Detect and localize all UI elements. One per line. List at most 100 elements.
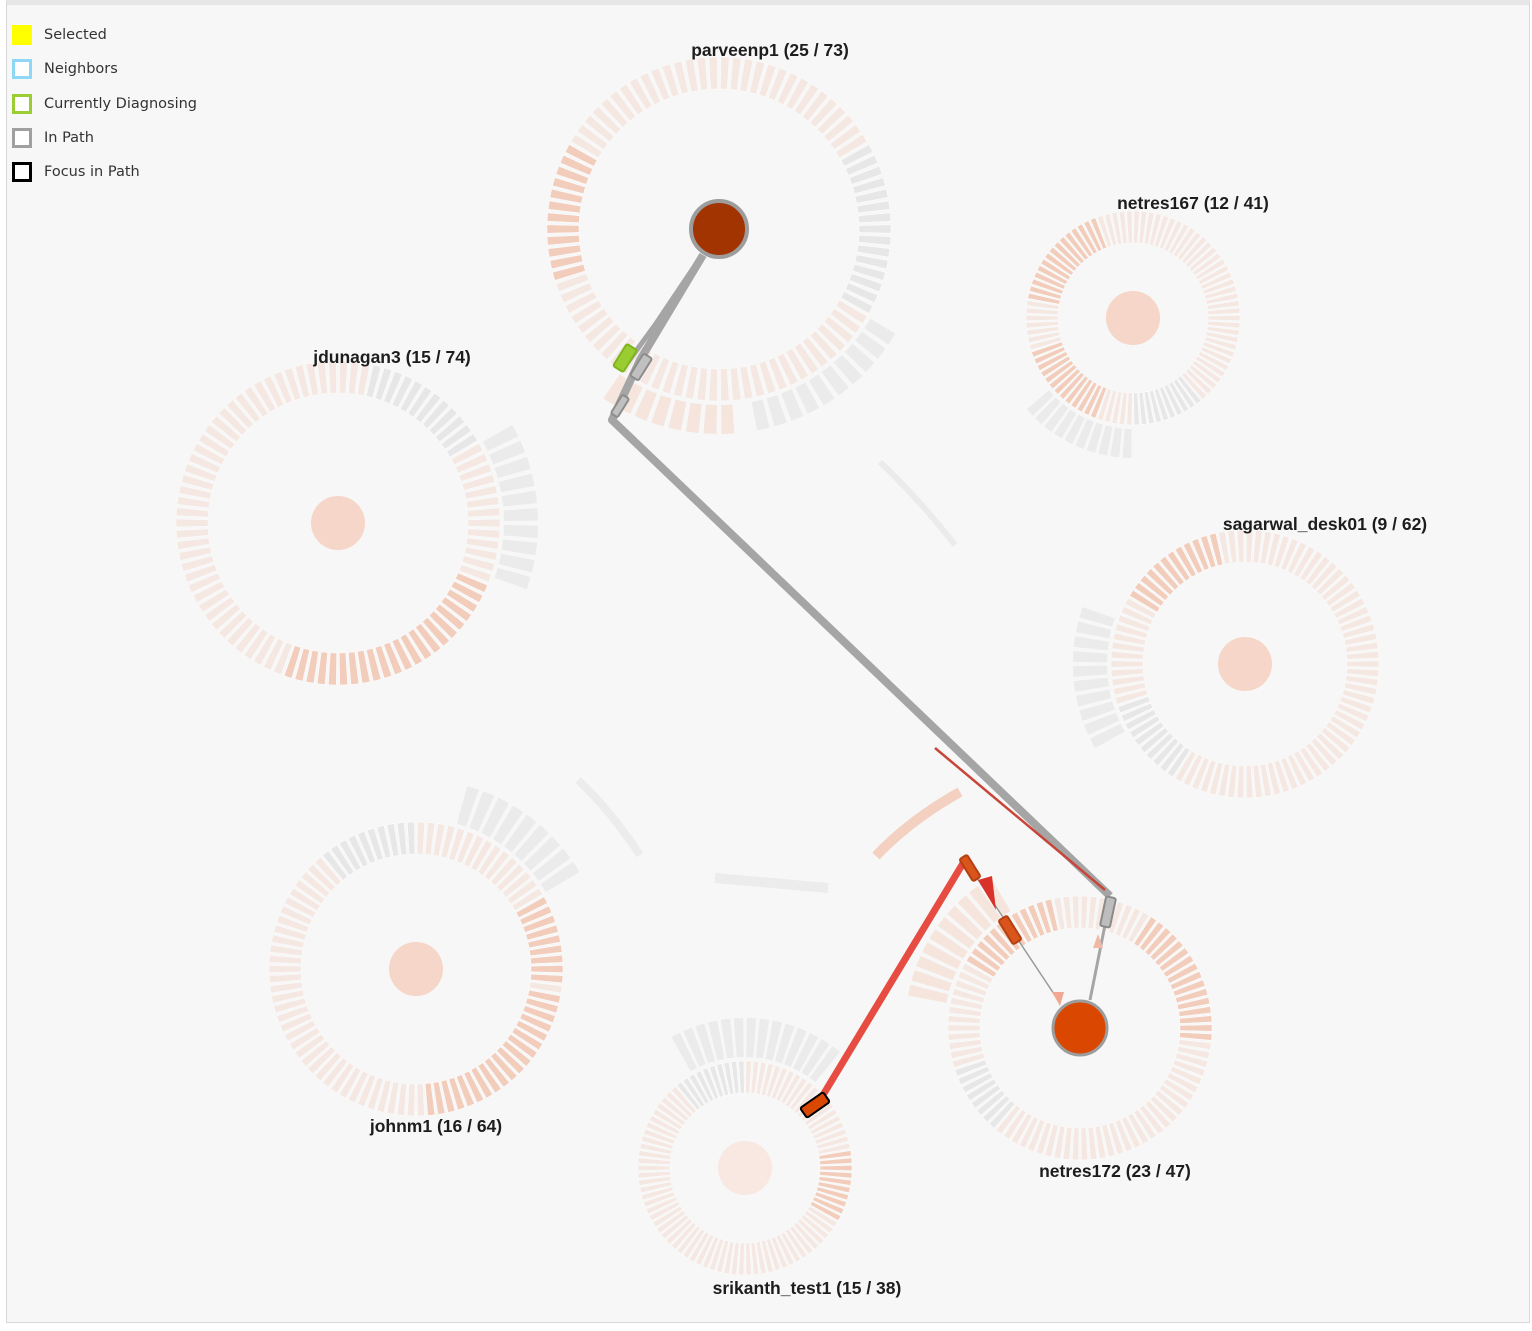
ring-segment xyxy=(1168,381,1190,413)
ring-segment xyxy=(758,360,777,395)
outer-ring-segment xyxy=(695,1023,715,1064)
ring-segment xyxy=(849,165,883,185)
ring-segment xyxy=(484,850,510,881)
currently-diagnosing-marker xyxy=(612,343,638,373)
outer-ring-segment xyxy=(844,343,875,373)
ring-segment xyxy=(802,90,829,122)
ring-segment xyxy=(559,154,593,176)
ring-segment xyxy=(564,144,598,167)
ring-segment xyxy=(1031,341,1064,358)
legend-item-in-path: In Path xyxy=(12,121,197,155)
legend-swatch-focus-in-path xyxy=(12,162,32,183)
outer-ring-segment xyxy=(498,473,535,493)
ring-segment xyxy=(1178,1006,1212,1017)
ring-segment xyxy=(501,871,532,898)
ring-segment xyxy=(552,263,586,281)
ring-segment xyxy=(198,433,230,458)
ring-segment xyxy=(366,827,384,861)
outer-ring-segment xyxy=(756,1018,770,1059)
ring-segment xyxy=(816,323,846,352)
ring-segment xyxy=(263,638,285,671)
outer-ring-segment xyxy=(489,440,526,465)
legend-item-neighbors: Neighbors xyxy=(12,52,197,86)
ring-segment xyxy=(695,1234,715,1266)
ring-segment xyxy=(1110,668,1144,677)
ring-segment xyxy=(816,1135,849,1150)
ring-segment xyxy=(577,308,609,334)
ring-segment xyxy=(1293,750,1316,782)
ring-segment xyxy=(661,1096,690,1122)
ring-segment xyxy=(276,915,310,933)
ring-segment xyxy=(1027,292,1061,305)
ring-segment xyxy=(1044,898,1059,932)
outer-ring-segment xyxy=(1079,607,1115,627)
ring-segment xyxy=(1111,641,1145,653)
ring-segment xyxy=(467,507,501,518)
outer-ring-segment xyxy=(751,399,770,431)
ring-segment xyxy=(1076,381,1098,413)
ring-segment xyxy=(800,1214,829,1240)
ring-segment xyxy=(448,827,466,861)
ring-segment xyxy=(1236,765,1245,799)
host-cluster-johnm1 xyxy=(268,821,564,1117)
ring-segment xyxy=(652,1205,683,1228)
ring-segment xyxy=(673,363,689,398)
ring-segment xyxy=(1112,632,1147,646)
ring-segment xyxy=(767,357,788,391)
outer-ring-segment xyxy=(493,805,524,845)
ring-segment xyxy=(671,1222,697,1250)
ring-segment xyxy=(1209,532,1224,566)
ring-segment xyxy=(661,1214,690,1240)
ring-segment xyxy=(416,821,425,855)
ring-segment xyxy=(448,1077,466,1111)
ring-segment xyxy=(720,368,730,402)
ring-segment xyxy=(609,90,636,122)
ring-segment xyxy=(702,1067,719,1100)
legend-swatch-selected xyxy=(12,25,32,46)
legend-label: In Path xyxy=(44,130,94,147)
ring-segment xyxy=(1206,300,1240,310)
ring-segment xyxy=(688,1073,710,1105)
ring-segment xyxy=(802,336,829,368)
arrow-head xyxy=(978,876,996,910)
ring-segment xyxy=(716,1063,729,1096)
ring-segment xyxy=(322,850,348,881)
ring-segment xyxy=(1101,1124,1116,1158)
ring-segment xyxy=(1071,895,1080,929)
ring-segment xyxy=(988,927,1016,956)
ring-segment xyxy=(440,825,456,859)
ring-segment xyxy=(1179,1015,1213,1024)
ring-segment xyxy=(234,392,261,423)
ring-segment xyxy=(440,1079,456,1113)
ring-segment xyxy=(243,628,269,660)
outer-ring-segment xyxy=(707,1020,725,1061)
ring-segment xyxy=(1053,368,1081,395)
ring-segment xyxy=(1127,1113,1150,1145)
ring-segment xyxy=(684,365,699,400)
outer-ring-segment xyxy=(1086,422,1103,453)
ring-segment xyxy=(723,1061,735,1095)
outer-ring-segment xyxy=(456,786,479,827)
ring-segment xyxy=(966,954,997,978)
outer-ring-segment xyxy=(908,984,949,1003)
outer-ring-segment xyxy=(498,553,535,573)
ring-segment xyxy=(1152,561,1179,591)
ring-segment xyxy=(1117,614,1151,632)
ring-segment xyxy=(366,364,382,398)
ring-segment xyxy=(1094,1125,1107,1159)
ring-segment xyxy=(289,887,321,911)
outer-ring-segment xyxy=(821,365,849,396)
ring-segment xyxy=(988,1100,1016,1129)
outer-ring-segment xyxy=(524,836,561,871)
ring-segment xyxy=(1026,326,1060,336)
ring-segment xyxy=(357,831,376,864)
ring-segment xyxy=(1149,213,1162,247)
ring-segment xyxy=(776,72,799,106)
outer-ring-segment xyxy=(784,1027,807,1067)
ring-segment xyxy=(1252,530,1263,564)
ring-segment xyxy=(1227,530,1238,564)
ring-segment xyxy=(300,1040,331,1067)
ring-segment xyxy=(273,641,293,675)
ring-segment xyxy=(1146,732,1174,760)
